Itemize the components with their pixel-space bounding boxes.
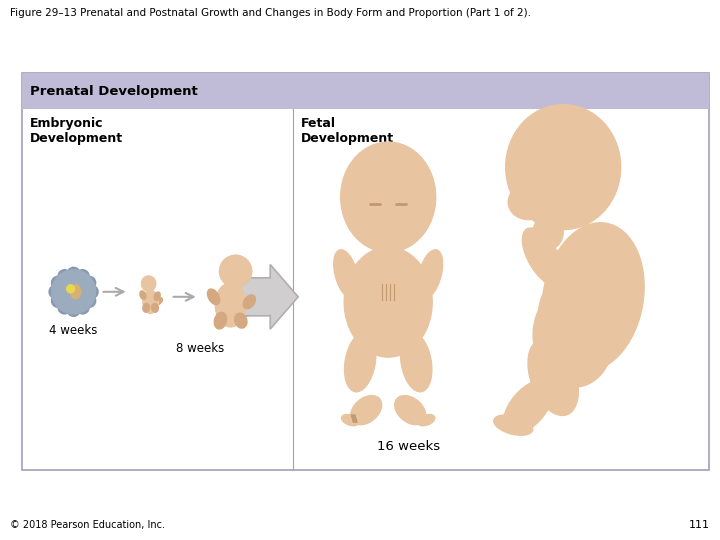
Ellipse shape bbox=[377, 284, 399, 300]
Ellipse shape bbox=[334, 250, 359, 299]
Ellipse shape bbox=[533, 287, 613, 387]
Circle shape bbox=[67, 267, 80, 280]
Ellipse shape bbox=[143, 291, 158, 313]
Circle shape bbox=[49, 285, 62, 298]
Ellipse shape bbox=[220, 255, 252, 287]
Ellipse shape bbox=[542, 222, 644, 372]
Ellipse shape bbox=[534, 214, 563, 249]
Ellipse shape bbox=[418, 250, 443, 299]
Ellipse shape bbox=[344, 247, 432, 357]
Ellipse shape bbox=[341, 142, 436, 252]
Text: © 2018 Pearson Education, Inc.: © 2018 Pearson Education, Inc. bbox=[10, 520, 165, 530]
Ellipse shape bbox=[215, 283, 246, 327]
Circle shape bbox=[66, 285, 75, 293]
Ellipse shape bbox=[395, 396, 426, 424]
Text: 111: 111 bbox=[689, 520, 710, 530]
Ellipse shape bbox=[156, 298, 163, 305]
Ellipse shape bbox=[600, 260, 626, 314]
Text: 4 weeks: 4 weeks bbox=[50, 324, 98, 337]
Ellipse shape bbox=[351, 396, 382, 424]
Ellipse shape bbox=[418, 415, 435, 426]
Ellipse shape bbox=[140, 291, 146, 299]
Ellipse shape bbox=[341, 415, 359, 426]
Circle shape bbox=[52, 276, 65, 289]
Bar bbox=[22, 73, 709, 110]
Ellipse shape bbox=[154, 292, 160, 300]
Circle shape bbox=[83, 276, 96, 289]
Ellipse shape bbox=[505, 105, 621, 230]
Circle shape bbox=[67, 303, 80, 316]
Circle shape bbox=[58, 301, 71, 314]
Ellipse shape bbox=[503, 380, 553, 434]
Circle shape bbox=[60, 278, 88, 306]
Text: 8 weeks: 8 weeks bbox=[176, 342, 225, 355]
Circle shape bbox=[76, 269, 89, 283]
Text: Prenatal Development: Prenatal Development bbox=[30, 85, 197, 98]
Ellipse shape bbox=[71, 285, 81, 299]
Circle shape bbox=[76, 301, 89, 314]
Text: Figure 29–13 Prenatal and Postnatal Growth and Changes in Body Form and Proporti: Figure 29–13 Prenatal and Postnatal Grow… bbox=[10, 8, 531, 18]
Circle shape bbox=[85, 285, 98, 298]
FancyArrow shape bbox=[238, 265, 298, 329]
Ellipse shape bbox=[207, 289, 220, 305]
Circle shape bbox=[58, 269, 71, 283]
Ellipse shape bbox=[141, 276, 156, 291]
Ellipse shape bbox=[539, 278, 568, 326]
Ellipse shape bbox=[243, 303, 258, 316]
Circle shape bbox=[52, 270, 96, 314]
Bar bbox=[22, 73, 709, 470]
Text: Embryonic
Development: Embryonic Development bbox=[30, 117, 122, 145]
Ellipse shape bbox=[215, 312, 227, 329]
Ellipse shape bbox=[243, 295, 256, 309]
Ellipse shape bbox=[554, 312, 582, 332]
Ellipse shape bbox=[235, 313, 247, 328]
Circle shape bbox=[83, 294, 96, 307]
Ellipse shape bbox=[528, 339, 578, 415]
Circle shape bbox=[52, 294, 65, 307]
Ellipse shape bbox=[400, 333, 432, 392]
Ellipse shape bbox=[395, 285, 426, 315]
Text: 16 weeks: 16 weeks bbox=[377, 440, 440, 453]
Ellipse shape bbox=[508, 185, 548, 220]
Ellipse shape bbox=[351, 285, 382, 315]
Ellipse shape bbox=[523, 228, 564, 286]
Ellipse shape bbox=[152, 303, 158, 312]
Ellipse shape bbox=[143, 303, 150, 312]
Ellipse shape bbox=[494, 415, 533, 435]
Ellipse shape bbox=[345, 333, 376, 392]
Text: Fetal
Development: Fetal Development bbox=[301, 117, 395, 145]
